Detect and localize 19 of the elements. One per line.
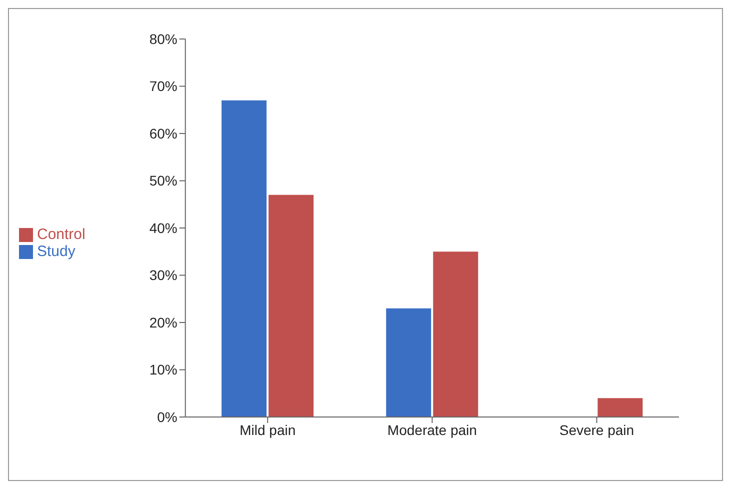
y-tick-label: 50% <box>149 172 178 189</box>
x-tick-label: Severe pain <box>559 422 634 438</box>
bar <box>222 100 267 417</box>
y-tick-label: 20% <box>149 314 178 330</box>
bar <box>433 252 478 417</box>
y-tick-label: 70% <box>149 78 178 94</box>
bar <box>386 308 432 417</box>
y-tick-label: 10% <box>149 362 178 378</box>
y-tick-label: 80% <box>149 30 178 47</box>
x-tick-label: Moderate pain <box>387 422 477 438</box>
y-tick-label: 60% <box>149 125 178 142</box>
legend-label: Control <box>37 226 86 243</box>
y-tick-label: 30% <box>149 267 178 284</box>
x-tick-label: Mild pain <box>240 422 296 438</box>
bar <box>268 194 314 417</box>
legend-label: Study <box>37 243 76 260</box>
y-tick-label: 0% <box>157 408 178 425</box>
bar <box>598 398 643 417</box>
y-tick-label: 40% <box>149 220 178 236</box>
